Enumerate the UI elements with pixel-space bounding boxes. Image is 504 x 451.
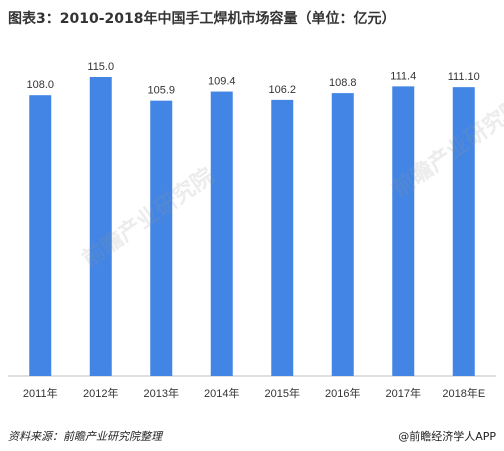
bar-value-label: 115.0	[87, 61, 114, 73]
chart-title: 图表3：2010-2018年中国手工焊机市场容量（单位：亿元）	[8, 11, 396, 27]
bar-value-label: 108.8	[329, 77, 357, 89]
x-tick-label: 2013年	[144, 386, 179, 400]
source-note: 资料来源：前瞻产业研究院整理	[8, 430, 162, 443]
x-tick-label: 2011年	[23, 386, 58, 400]
bar-chart: 108.0 2011年 115.0 2012年 105.9 2013年 109.4 2014年…	[8, 61, 496, 400]
x-tick-label: 2017年	[386, 386, 421, 400]
bar-value-label: 111.4	[390, 70, 416, 82]
x-tick-label: 2014年	[204, 386, 239, 400]
x-tick-label: 2012年	[83, 386, 118, 400]
bar-value-label: 108.0	[26, 79, 54, 91]
bar	[331, 93, 354, 377]
bar	[89, 77, 112, 376]
x-tick-label: 2018年E	[442, 386, 485, 400]
bar	[271, 99, 294, 376]
bar	[150, 100, 173, 376]
bar-value-label: 111.10	[448, 71, 480, 83]
x-tick-label: 2016年	[325, 386, 360, 400]
bar-value-label: 106.2	[268, 84, 296, 96]
bar	[452, 87, 475, 376]
bar-value-label: 109.4	[208, 76, 236, 88]
bar	[210, 91, 233, 376]
x-tick-label: 2015年	[265, 386, 300, 400]
credit-note: @前瞻经济学人APP	[398, 430, 496, 443]
bar-value-label: 105.9	[147, 85, 175, 97]
bar	[392, 86, 415, 377]
footer: 资料来源：前瞻产业研究院整理 @前瞻经济学人APP	[0, 420, 504, 451]
bar	[29, 95, 52, 376]
